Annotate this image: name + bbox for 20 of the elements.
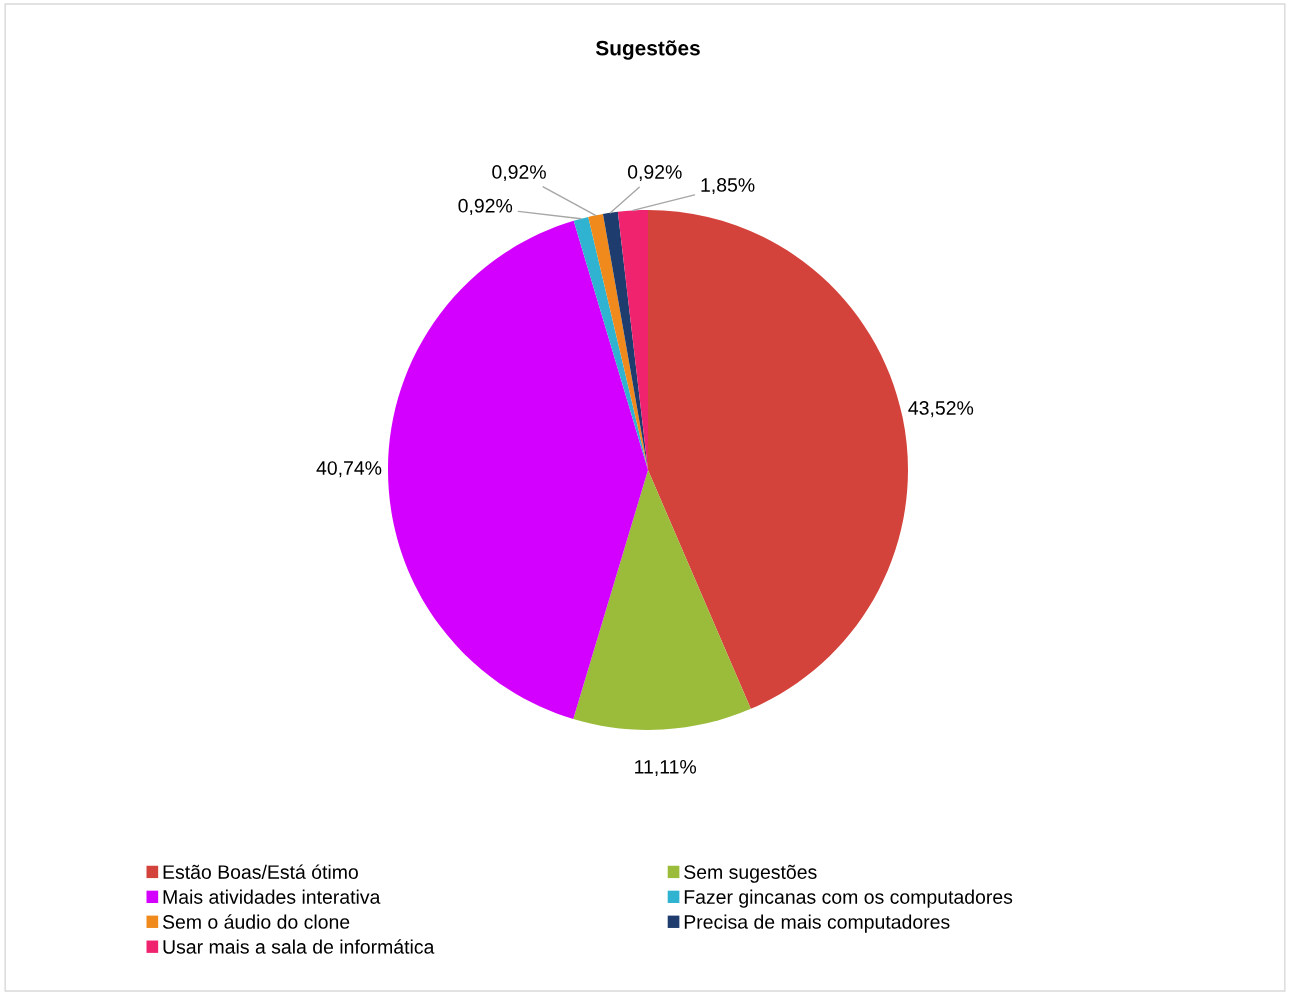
data-label: 0,92% xyxy=(492,165,546,182)
data-label: 11,11% xyxy=(635,760,697,777)
data-label: 0,92% xyxy=(627,165,682,182)
legend-label: Sem sugestões xyxy=(684,864,817,883)
legend-label: Precisa de mais computadores xyxy=(684,914,950,933)
legend-label: Usar mais a sala de informática xyxy=(163,939,435,954)
data-label: 40,74% xyxy=(316,461,382,478)
pie-slice xyxy=(388,220,648,720)
data-label: 0,92% xyxy=(458,198,513,215)
legend-label: Mais atividades interativa xyxy=(163,889,381,904)
pie-slice xyxy=(648,210,908,709)
pie-slice xyxy=(602,211,648,470)
pie-slice xyxy=(573,470,751,730)
data-label: 1,85% xyxy=(701,178,755,195)
data-label: 43,52% xyxy=(908,401,974,418)
legend-label: Fazer gincanas com os computadores xyxy=(684,889,1013,908)
legend-label: Sem o áudio do clone xyxy=(162,914,350,929)
legend-label: Estão Boas/Está ótimo xyxy=(163,864,358,879)
pie-slice xyxy=(588,213,648,470)
chart-title: Sugestões xyxy=(595,40,700,60)
